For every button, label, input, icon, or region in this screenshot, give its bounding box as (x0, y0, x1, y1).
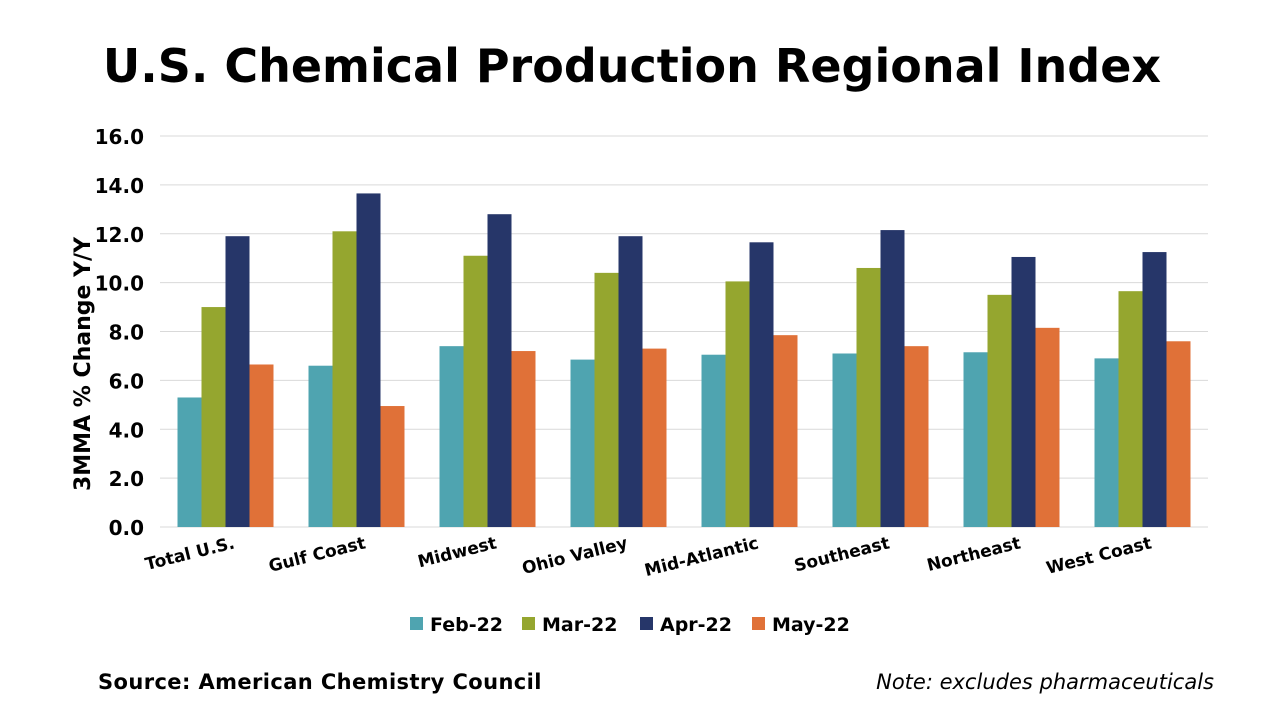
legend-label: Apr-22 (660, 614, 732, 636)
legend-item-mar-22: Mar-22 (522, 614, 617, 636)
bars (177, 193, 1191, 527)
bar-feb-22-northeast (963, 352, 988, 527)
bar-mar-22-midwest (463, 255, 488, 527)
note-text: Note: excludes pharmaceuticals (876, 670, 1214, 694)
y-tick-label: 16.0 (95, 125, 144, 149)
bar-may-22-gulf-coast (380, 406, 405, 527)
bar-mar-22-west-coast (1118, 291, 1143, 527)
x-tick-label: Midwest (416, 533, 499, 572)
bar-feb-22-gulf-coast (308, 365, 333, 527)
bar-apr-22-midwest (487, 214, 512, 527)
source-text: Source: American Chemistry Council (98, 670, 542, 694)
y-tick-label: 6.0 (109, 369, 144, 393)
bar-may-22-total-u-s (249, 364, 274, 527)
x-axis-ticks: Total U.S. Gulf Coast Midwest Ohio Valley Mi… (143, 533, 1153, 581)
x-tick-label: Ohio Valley (520, 533, 630, 579)
bar-apr-22-southeast (880, 230, 905, 527)
bar-may-22-mid-atlantic (773, 335, 798, 527)
legend-swatch (640, 617, 653, 630)
y-tick-label: 12.0 (95, 223, 144, 247)
bar-may-22-southeast (904, 346, 929, 527)
bar-feb-22-west-coast (1094, 358, 1119, 527)
bar-may-22-northeast (1035, 327, 1060, 527)
chart-title: U.S. Chemical Production Regional Index (102, 39, 1162, 93)
y-axis-label: 3MMA % Change Y/Y (71, 236, 96, 491)
y-axis-ticks: 0.0 2.0 4.0 6.0 8.0 10.0 12.0 14.0 16.0 (95, 125, 144, 540)
x-tick-label: Mid-Atlantic (643, 533, 761, 581)
bar-mar-22-southeast (856, 267, 881, 527)
legend-item-apr-22: Apr-22 (640, 614, 732, 636)
bar-mar-22-mid-atlantic (725, 281, 750, 527)
legend-swatch (522, 617, 535, 630)
y-tick-label: 10.0 (95, 272, 144, 296)
bar-apr-22-ohio-valley (618, 236, 643, 527)
y-tick-label: 8.0 (109, 321, 144, 345)
x-tick-label: West Coast (1044, 533, 1153, 578)
legend-label: May-22 (772, 614, 850, 636)
bar-apr-22-west-coast (1142, 252, 1167, 527)
legend: Feb-22 Mar-22 Apr-22 May-22 (410, 614, 850, 636)
x-tick-label: Northeast (925, 533, 1023, 576)
bar-feb-22-ohio-valley (570, 359, 595, 527)
x-tick-label: Total U.S. (143, 533, 236, 575)
y-tick-label: 2.0 (109, 467, 144, 491)
bar-may-22-midwest (511, 351, 536, 527)
legend-item-feb-22: Feb-22 (410, 614, 503, 636)
legend-swatch (410, 617, 423, 630)
x-tick-label: Southeast (792, 533, 891, 576)
bar-apr-22-northeast (1011, 256, 1036, 527)
y-tick-label: 14.0 (95, 174, 144, 198)
bar-may-22-west-coast (1166, 341, 1191, 527)
y-tick-label: 4.0 (109, 418, 144, 442)
bar-feb-22-midwest (439, 346, 464, 527)
bar-apr-22-mid-atlantic (749, 242, 774, 527)
bar-mar-22-northeast (987, 294, 1012, 527)
x-tick-label: Gulf Coast (267, 533, 368, 576)
bar-mar-22-total-u-s (201, 307, 226, 527)
legend-label: Feb-22 (430, 614, 503, 636)
y-tick-label: 0.0 (109, 516, 144, 540)
bar-apr-22-total-u-s (225, 236, 250, 527)
bar-apr-22-gulf-coast (356, 193, 381, 527)
bar-feb-22-mid-atlantic (701, 354, 726, 527)
bar-feb-22-southeast (832, 353, 857, 527)
bar-mar-22-ohio-valley (594, 272, 619, 527)
legend-label: Mar-22 (542, 614, 617, 636)
legend-item-may-22: May-22 (752, 614, 850, 636)
bar-feb-22-total-u-s (177, 397, 202, 527)
legend-swatch (752, 617, 765, 630)
bar-mar-22-gulf-coast (332, 231, 357, 527)
bar-may-22-ohio-valley (642, 348, 667, 527)
